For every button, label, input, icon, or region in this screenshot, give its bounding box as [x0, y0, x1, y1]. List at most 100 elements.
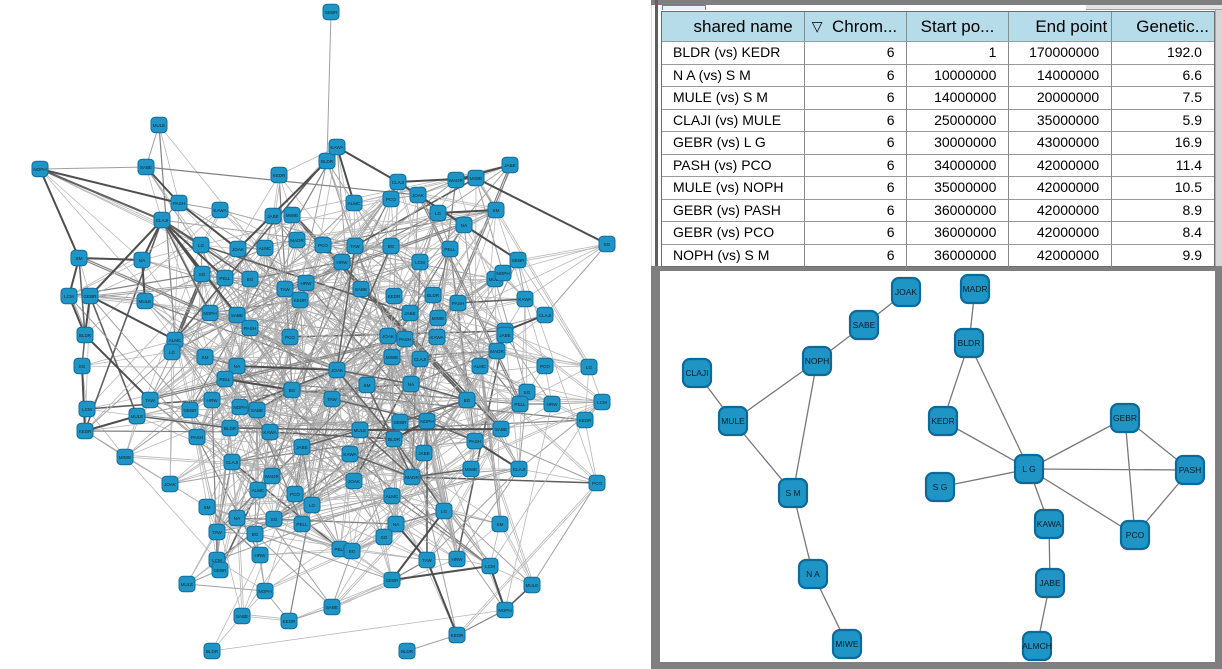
svg-text:SG: SG	[79, 364, 86, 369]
svg-text:GEBR: GEBR	[183, 408, 197, 413]
svg-text:MULE: MULE	[139, 299, 152, 304]
svg-text:JABE: JABE	[1039, 578, 1061, 588]
svg-text:NA: NA	[234, 516, 241, 521]
svg-text:GEBR: GEBR	[393, 420, 407, 425]
svg-text:BG: BG	[388, 244, 395, 249]
svg-text:NA: NA	[234, 364, 241, 369]
svg-text:MADR: MADR	[290, 238, 304, 243]
svg-text:SABE: SABE	[355, 287, 367, 292]
svg-text:KEDR: KEDR	[273, 173, 286, 178]
svg-text:KAWA: KAWA	[263, 430, 277, 435]
svg-text:NOPH: NOPH	[805, 356, 830, 366]
svg-text:GEBR: GEBR	[83, 294, 97, 299]
svg-text:ALMC: ALMC	[386, 494, 399, 499]
svg-text:ALMC: ALMC	[348, 201, 361, 206]
svg-text:BLDR: BLDR	[427, 293, 440, 298]
svg-text:MIWE: MIWE	[432, 316, 445, 321]
svg-text:CLAJI: CLAJI	[156, 218, 169, 223]
svg-text:BLDR: BLDR	[206, 649, 219, 654]
svg-text:PASH: PASH	[173, 201, 185, 206]
svg-text:JOAK: JOAK	[331, 368, 344, 373]
svg-text:CLAJI: CLAJI	[392, 180, 405, 185]
svg-text:PELL: PELL	[219, 377, 231, 382]
svg-text:NOPH: NOPH	[420, 419, 433, 424]
svg-text:HRW: HRW	[301, 281, 313, 286]
svg-text:BLDR: BLDR	[388, 437, 401, 442]
svg-text:MIWE: MIWE	[470, 176, 483, 181]
svg-text:CLAJI: CLAJI	[226, 460, 239, 465]
svg-text:CLAJI: CLAJI	[513, 467, 526, 472]
svg-text:KAWA: KAWA	[518, 297, 532, 302]
svg-text:GEBR: GEBR	[511, 258, 525, 263]
svg-text:GEBR: GEBR	[213, 568, 227, 573]
svg-text:BLDR: BLDR	[401, 649, 414, 654]
svg-text:PELL: PELL	[296, 522, 308, 527]
svg-text:BG: BG	[252, 532, 259, 537]
svg-text:PASH: PASH	[191, 435, 203, 440]
svg-text:JOAK: JOAK	[895, 287, 918, 297]
svg-text:NOPH: NOPH	[496, 271, 509, 276]
svg-text:GEBR: GEBR	[324, 10, 338, 15]
svg-text:KEDR: KEDR	[579, 418, 592, 423]
svg-text:SM: SM	[497, 522, 504, 527]
svg-text:BG: BG	[349, 549, 356, 554]
svg-text:KAWA: KAWA	[430, 335, 444, 340]
svg-text:PASH: PASH	[1179, 465, 1202, 475]
svg-text:ALMC: ALMC	[252, 488, 265, 493]
svg-text:S M: S M	[785, 488, 800, 498]
svg-text:JOAK: JOAK	[348, 479, 361, 484]
svg-text:SG: SG	[524, 390, 531, 395]
svg-text:SABE: SABE	[231, 313, 243, 318]
svg-text:SM: SM	[364, 383, 371, 388]
svg-text:NOPH: NOPH	[203, 311, 216, 316]
svg-text:PELL: PELL	[219, 276, 231, 281]
svg-text:SM: SM	[493, 208, 500, 213]
svg-text:JABE: JABE	[296, 445, 308, 450]
svg-text:MULE: MULE	[354, 428, 367, 433]
svg-text:JABE: JABE	[504, 163, 516, 168]
svg-text:LCM: LCM	[64, 294, 74, 299]
svg-text:KAWA: KAWA	[213, 208, 227, 213]
svg-text:BG: BG	[289, 388, 296, 393]
svg-text:PELL: PELL	[334, 547, 346, 552]
svg-text:SABE: SABE	[251, 408, 263, 413]
svg-text:NOPH: NOPH	[233, 405, 246, 410]
svg-text:KEDR: KEDR	[388, 294, 401, 299]
svg-text:MULE: MULE	[181, 582, 194, 587]
svg-text:MADR: MADR	[490, 349, 504, 354]
svg-text:HRW: HRW	[452, 557, 464, 562]
svg-text:LCM: LCM	[485, 564, 495, 569]
svg-text:NA: NA	[461, 223, 468, 228]
svg-text:CLAJI: CLAJI	[414, 357, 427, 362]
svg-text:LCM: LCM	[597, 400, 607, 405]
svg-text:JOAK: JOAK	[232, 247, 245, 252]
svg-text:SM: SM	[204, 505, 211, 510]
svg-text:CLAJI: CLAJI	[539, 313, 552, 318]
svg-text:KAWA: KAWA	[343, 452, 357, 457]
svg-text:SG: SG	[381, 535, 388, 540]
svg-text:SG: SG	[199, 272, 206, 277]
svg-text:GEBR: GEBR	[385, 578, 399, 583]
svg-text:TAW: TAW	[327, 397, 337, 402]
svg-text:BLDR: BLDR	[958, 338, 981, 348]
svg-text:JOAK: JOAK	[164, 482, 177, 487]
svg-text:LG: LG	[309, 503, 316, 508]
svg-text:KEDR: KEDR	[79, 429, 92, 434]
svg-text:BG: BG	[247, 277, 254, 282]
svg-text:MULE: MULE	[131, 414, 144, 419]
svg-text:NA: NA	[139, 258, 146, 263]
svg-text:PASH: PASH	[399, 337, 411, 342]
svg-text:BLDR: BLDR	[321, 159, 334, 164]
svg-text:LG: LG	[586, 365, 593, 370]
svg-text:SM: SM	[76, 256, 83, 261]
svg-text:TAW: TAW	[145, 398, 155, 403]
svg-text:TAW: TAW	[212, 530, 222, 535]
svg-text:LCM: LCM	[415, 260, 425, 265]
svg-text:NOPH: NOPH	[258, 589, 271, 594]
svg-text:MULE: MULE	[526, 583, 539, 588]
svg-text:JABE: JABE	[499, 333, 511, 338]
svg-text:JABE: JABE	[418, 451, 430, 456]
svg-text:MULE: MULE	[721, 416, 745, 426]
svg-text:MIWE: MIWE	[119, 455, 132, 460]
svg-text:PCO: PCO	[318, 243, 328, 248]
